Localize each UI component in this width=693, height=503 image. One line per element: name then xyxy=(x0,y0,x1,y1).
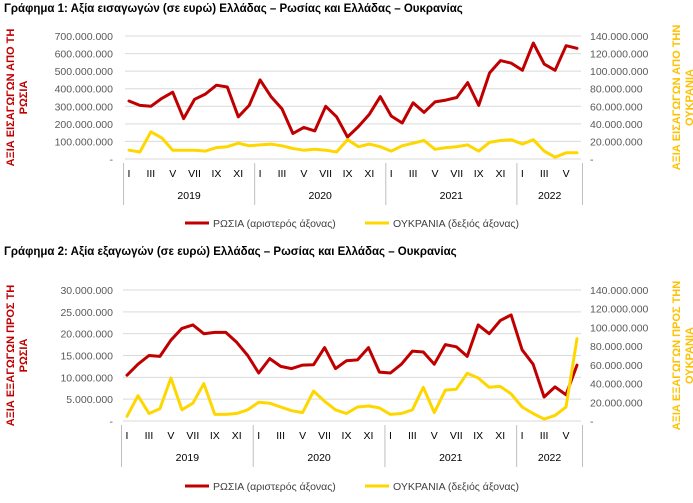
y-right-tick-label: 80.000.000 xyxy=(590,341,643,353)
y-left-axis-title: ΑΞΙΑ ΕΞΑΓΩΓΩΝ ΠΡΟΣ ΤΗΡΩΣΙΑ xyxy=(5,285,30,427)
y-right-tick-label: 100.000.000 xyxy=(590,322,649,334)
legend-label-russia: ΡΩΣΙΑ (αριστερός άξονας) xyxy=(213,481,336,493)
x-month-label: IX xyxy=(343,168,353,180)
x-month-label: VII xyxy=(450,430,463,442)
x-year-label: 2019 xyxy=(176,452,200,464)
y-left-tick-label: 100.000.000 xyxy=(55,136,114,148)
x-year-label: 2020 xyxy=(309,190,333,202)
y-left-tick-label: 500.000.000 xyxy=(55,66,114,78)
x-month-label: XI xyxy=(232,430,242,442)
series-line-russia xyxy=(125,313,579,399)
y-right-tick-label: 120.000.000 xyxy=(590,304,649,316)
x-month-label: III xyxy=(540,430,549,442)
x-year-label: 2020 xyxy=(307,452,331,464)
x-month-label: VII xyxy=(319,168,332,180)
y-left-axis-title: ΑΞΙΑ ΕΙΣΑΓΩΓΩΝ ΑΠΟ ΤΗΡΩΣΙΑ xyxy=(5,29,30,167)
x-month-label: V xyxy=(563,168,570,180)
x-month-label: I xyxy=(389,430,392,442)
x-month-label: XI xyxy=(496,168,506,180)
chart-1: - 100.000.000 200.000.000 300.000.000 400.00… xyxy=(5,25,693,230)
y-left-tick-label: - xyxy=(110,154,114,166)
series-line-russia xyxy=(127,41,579,139)
x-month-label: IX xyxy=(210,430,220,442)
x-month-label: V xyxy=(169,168,176,180)
y-left-tick-label: 5.000.000 xyxy=(66,394,113,406)
y-right-tick-label: 40.000.000 xyxy=(590,379,643,391)
y-right-tick-label: 40.000.000 xyxy=(590,119,643,131)
y-left-tick-label: 400.000.000 xyxy=(55,84,114,96)
x-month-label: VII xyxy=(318,430,331,442)
x-month-label: XI xyxy=(364,430,374,442)
x-year-label: 2021 xyxy=(440,190,464,202)
legend-label-ukraine: ΟΥΚΡΑΝΙΑ (δεξιός άξονας) xyxy=(393,481,519,493)
y-left-tick-label: 300.000.000 xyxy=(55,101,114,113)
x-month-label: IX xyxy=(211,168,221,180)
x-month-label: XI xyxy=(233,168,243,180)
x-month-label: III xyxy=(409,168,418,180)
x-month-label: V xyxy=(167,430,174,442)
x-month-label: VII xyxy=(450,168,463,180)
y-left-tick-label: 600.000.000 xyxy=(55,49,114,61)
chart-1-title: Γράφημα 1: Αξία εισαγωγών (σε ευρώ) Ελλά… xyxy=(4,3,463,15)
x-year-label: 2022 xyxy=(538,452,562,464)
x-month-label: III xyxy=(145,430,154,442)
x-month-label: XI xyxy=(364,168,374,180)
x-month-label: VII xyxy=(186,430,199,442)
y-right-tick-label: 60.000.000 xyxy=(590,360,643,372)
y-right-tick-label: - xyxy=(590,154,594,166)
x-month-label: III xyxy=(146,168,155,180)
x-month-label: I xyxy=(126,430,129,442)
x-month-label: I xyxy=(257,430,260,442)
x-month-label: III xyxy=(408,430,417,442)
x-month-label: I xyxy=(259,168,262,180)
y-left-tick-label: 700.000.000 xyxy=(55,31,114,43)
x-month-label: V xyxy=(563,430,570,442)
x-month-label: IX xyxy=(474,168,484,180)
x-month-label: V xyxy=(299,430,306,442)
x-month-label: I xyxy=(128,168,131,180)
x-month-label: V xyxy=(431,168,438,180)
series-line-ukraine xyxy=(127,130,579,159)
x-month-label: III xyxy=(540,168,549,180)
y-right-tick-label: 120.000.000 xyxy=(590,49,649,61)
series-line-ukraine xyxy=(125,337,579,421)
y-left-tick-label: 30.000.000 xyxy=(60,285,113,297)
x-month-label: I xyxy=(521,168,524,180)
y-right-tick-label: 140.000.000 xyxy=(590,285,649,297)
x-month-label: I xyxy=(390,168,393,180)
x-year-label: 2019 xyxy=(177,190,201,202)
x-month-label: VII xyxy=(188,168,201,180)
y-right-axis-title: ΑΞΙΑ ΕΙΣΑΓΩΓΩΝ ΑΠΟ ΤΗΝΟΥΚΡΑΝΙΑ xyxy=(671,25,693,171)
y-right-tick-label: 60.000.000 xyxy=(590,101,643,113)
x-month-label: III xyxy=(276,430,285,442)
x-month-label: XI xyxy=(495,430,505,442)
y-right-tick-label: 80.000.000 xyxy=(590,84,643,96)
y-right-tick-label: 20.000.000 xyxy=(590,397,643,409)
x-year-label: 2022 xyxy=(538,190,562,202)
y-left-tick-label: 15.000.000 xyxy=(60,351,113,363)
x-year-label: 2021 xyxy=(439,452,463,464)
chart-2: - 5.000.000 10.000.000 15.000.000 20.000.000… xyxy=(5,281,693,493)
legend-label-ukraine: ΟΥΚΡΑΝΙΑ (δεξιός άξονας) xyxy=(393,218,519,230)
x-month-label: IX xyxy=(342,430,352,442)
y-right-tick-label: 100.000.000 xyxy=(590,66,649,78)
x-month-label: IX xyxy=(473,430,483,442)
y-left-tick-label: - xyxy=(110,416,114,428)
x-month-label: III xyxy=(278,168,287,180)
chart-2-title: Γράφημα 2: Αξία εξαγωγών (σε ευρώ) Ελλάδ… xyxy=(4,246,457,258)
y-right-tick-label: 140.000.000 xyxy=(590,31,649,43)
y-left-tick-label: 10.000.000 xyxy=(60,372,113,384)
y-right-tick-label: 20.000.000 xyxy=(590,136,643,148)
y-right-axis-title: ΑΞΙΑ ΕΞΑΓΩΓΩΝ ΠΡΟΣ ΤΗΝΟΥΚΡΑΝΙΑ xyxy=(671,281,693,430)
y-left-tick-label: 20.000.000 xyxy=(60,329,113,341)
y-right-tick-label: - xyxy=(590,416,594,428)
legend-label-russia: ΡΩΣΙΑ (αριστερός άξονας) xyxy=(213,218,336,230)
y-left-tick-label: 200.000.000 xyxy=(55,119,114,131)
y-left-tick-label: 25.000.000 xyxy=(60,307,113,319)
x-month-label: V xyxy=(300,168,307,180)
x-month-label: V xyxy=(431,430,438,442)
x-month-label: I xyxy=(521,430,524,442)
